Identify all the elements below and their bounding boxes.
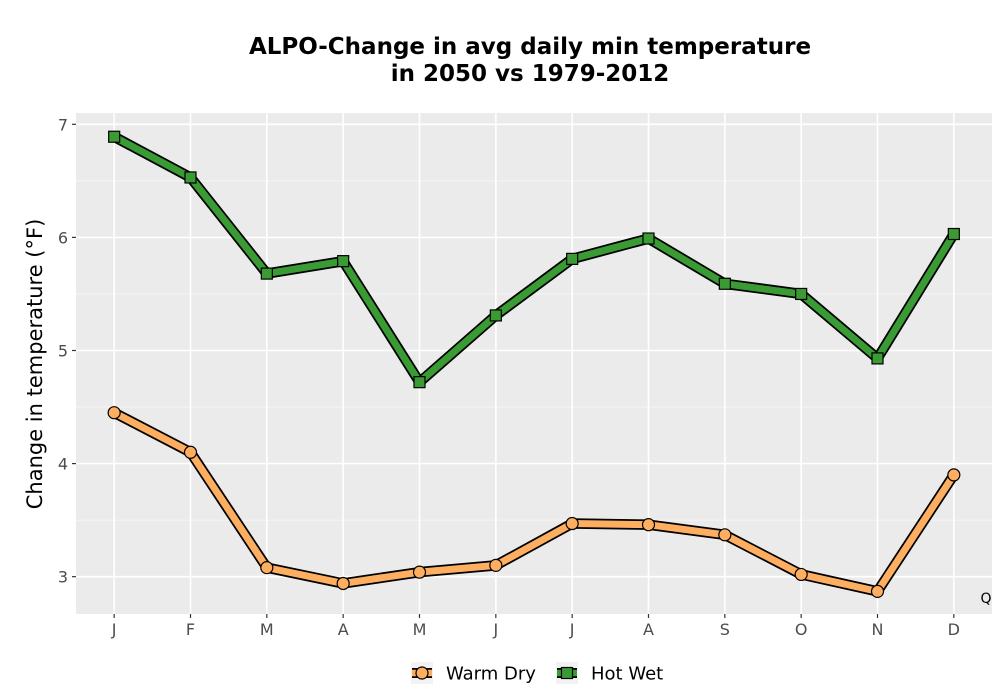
data-point: [718, 528, 732, 542]
data-point: [260, 267, 273, 280]
data-point: [337, 255, 350, 268]
data-point: [795, 287, 808, 301]
x-tick-label: J: [569, 620, 575, 639]
data-point: [412, 565, 427, 579]
x-tick-label: O: [795, 620, 808, 639]
data-point: [489, 558, 503, 572]
data-point: [871, 352, 884, 365]
series-warm-dry: [107, 406, 961, 598]
data-point: [107, 406, 121, 420]
corner-label: Q: [980, 591, 991, 607]
data-point: [183, 445, 198, 459]
legend-label: Hot Wet: [591, 664, 663, 685]
legend-label: Warm Dry: [446, 664, 536, 685]
data-point: [641, 518, 656, 532]
x-tick-label: M: [260, 620, 274, 639]
x-tick-label: D: [948, 620, 960, 639]
legend-key-marker: [560, 666, 574, 680]
x-tick-label: J: [492, 620, 498, 639]
data-point: [260, 561, 274, 575]
y-axis-label: Change in temperature (°F): [23, 219, 47, 510]
data-point: [336, 576, 350, 591]
y-axis: 3 4 5 6 7: [58, 115, 76, 587]
series-hot-wet: [108, 130, 960, 389]
legend-item-hot-wet: Hot Wet: [556, 662, 663, 685]
y-tick-label: 7: [58, 115, 68, 134]
legend-key-marker: [415, 666, 429, 680]
data-point: [718, 277, 731, 290]
chart-title-line-2: in 2050 vs 1979-2012: [391, 61, 670, 87]
data-point: [642, 232, 655, 245]
data-point: [489, 309, 502, 322]
series-line: [110, 133, 958, 386]
data-point: [870, 584, 885, 598]
x-tick-label: J: [111, 620, 117, 639]
chart-title-line-1: ALPO-Change in avg daily min temperature: [249, 34, 811, 60]
data-point: [565, 516, 579, 531]
legend: Warm Dry Hot Wet: [411, 662, 663, 685]
x-tick-label: F: [186, 620, 195, 639]
data-point: [413, 376, 426, 389]
y-tick-label: 6: [58, 228, 68, 247]
y-tick-label: 5: [58, 341, 68, 360]
data-point: [794, 567, 808, 582]
data-point: [184, 171, 197, 184]
y-tick-label: 3: [58, 568, 68, 587]
panel-background: [76, 113, 992, 614]
x-tick-label: A: [338, 620, 349, 639]
data-point: [108, 130, 121, 143]
data-point: [566, 252, 579, 265]
x-tick-label: N: [872, 620, 884, 639]
y-tick-label: 4: [58, 455, 68, 474]
data-point: [947, 468, 961, 482]
data-point: [947, 227, 960, 241]
series-line: [110, 409, 958, 595]
legend-item-warm-dry: Warm Dry: [411, 662, 536, 685]
x-tick-label: M: [413, 620, 427, 639]
x-tick-label: S: [720, 620, 730, 639]
x-tick-label: A: [643, 620, 654, 639]
series-layer: [107, 130, 961, 598]
plot-panel: [76, 113, 992, 614]
